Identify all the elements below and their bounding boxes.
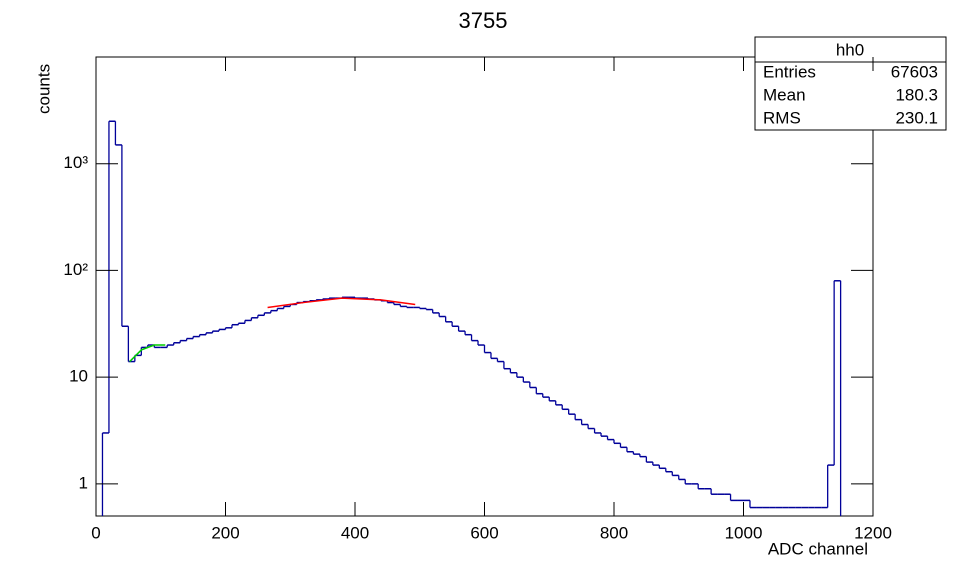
fit-line (267, 297, 416, 309)
stats-value: 67603 (891, 62, 938, 81)
chart-title: 3755 (459, 8, 508, 33)
fit-line (129, 344, 166, 363)
y-axis-label: counts (34, 64, 53, 114)
stats-value: 180.3 (895, 85, 938, 104)
stats-value: 230.1 (895, 108, 938, 127)
stats-key: RMS (763, 108, 801, 127)
x-axis-label: ADC channel (768, 539, 868, 558)
stats-key: Mean (763, 85, 806, 104)
plot-area (101, 120, 842, 516)
y-tick-label: 10³ (63, 153, 88, 172)
x-tick-label: 200 (211, 523, 239, 542)
x-tick-label: 600 (470, 523, 498, 542)
stats-key: Entries (763, 62, 816, 81)
x-tick-label: 800 (600, 523, 628, 542)
y-tick-label: 1 (79, 473, 88, 492)
stats-frame (754, 36, 947, 131)
stats-title: hh0 (836, 40, 864, 59)
y-tick-label: 10 (69, 367, 88, 386)
x-tick-label: 0 (91, 523, 100, 542)
x-tick-label: 1200 (854, 523, 892, 542)
y-tick-label: 10² (63, 260, 88, 279)
stats-box: hh0 Entries 67603 Mean 180.3 RMS 230.1 (754, 36, 947, 131)
x-tick-label: 400 (341, 523, 369, 542)
x-tick-label: 1000 (725, 523, 763, 542)
